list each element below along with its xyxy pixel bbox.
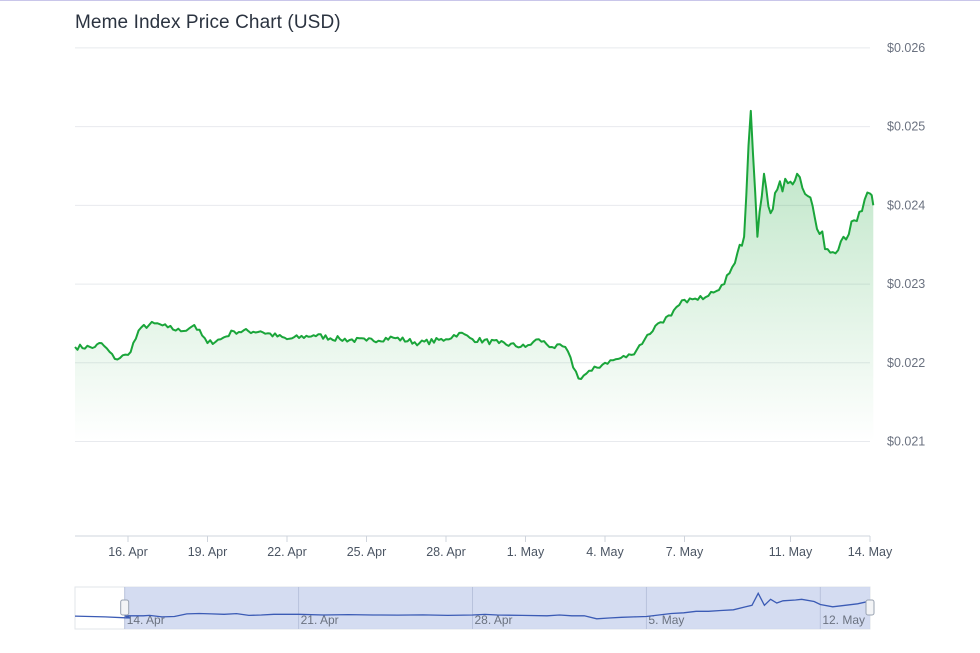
chart-title: Meme Index Price Chart (USD): [75, 12, 341, 33]
plot-area[interactable]: [74, 109, 875, 442]
y-tick-label: $0.026: [887, 41, 925, 55]
y-tick-label: $0.021: [887, 435, 925, 449]
x-axis: 16. Apr 19. Apr 22. Apr 25. Apr 28. Apr 1. Ma…: [108, 536, 893, 559]
navigator-handle-left[interactable]: [120, 599, 130, 616]
x-tick-label: 11. May: [769, 545, 813, 559]
series-area: [75, 110, 874, 442]
y-axis: $0.026 $0.025 $0.024 $0.023 $0.022 $0.021: [887, 41, 925, 449]
navigator-tick-label: 21. Apr: [301, 613, 339, 627]
series-line[interactable]: [74, 109, 875, 380]
x-tick-label: 14. May: [848, 545, 893, 559]
x-tick-label: 16. Apr: [108, 545, 148, 559]
x-tick-label: 1. May: [507, 545, 545, 559]
navigator-tick-label: 5. May: [648, 613, 684, 627]
navigator-selection[interactable]: [124, 587, 870, 629]
navigator-tick-label: 28. Apr: [475, 613, 513, 627]
navigator[interactable]: 14. Apr 21. Apr 28. Apr 5. May 12. May: [74, 586, 875, 630]
x-tick-label: 25. Apr: [347, 545, 387, 559]
x-tick-label: 28. Apr: [426, 545, 466, 559]
y-tick-label: $0.023: [887, 277, 925, 291]
x-tick-label: 19. Apr: [188, 545, 228, 559]
y-tick-label: $0.024: [887, 198, 925, 212]
x-tick-label: 22. Apr: [267, 545, 307, 559]
top-border: [0, 0, 980, 1]
x-tick-label: 7. May: [666, 545, 704, 559]
navigator-handle-right[interactable]: [865, 599, 875, 616]
navigator-line: [74, 591, 874, 620]
x-tick-label: 4. May: [586, 545, 624, 559]
y-tick-label: $0.025: [887, 120, 925, 134]
y-tick-label: $0.022: [887, 356, 925, 370]
navigator-tick-label: 12. May: [822, 613, 865, 627]
